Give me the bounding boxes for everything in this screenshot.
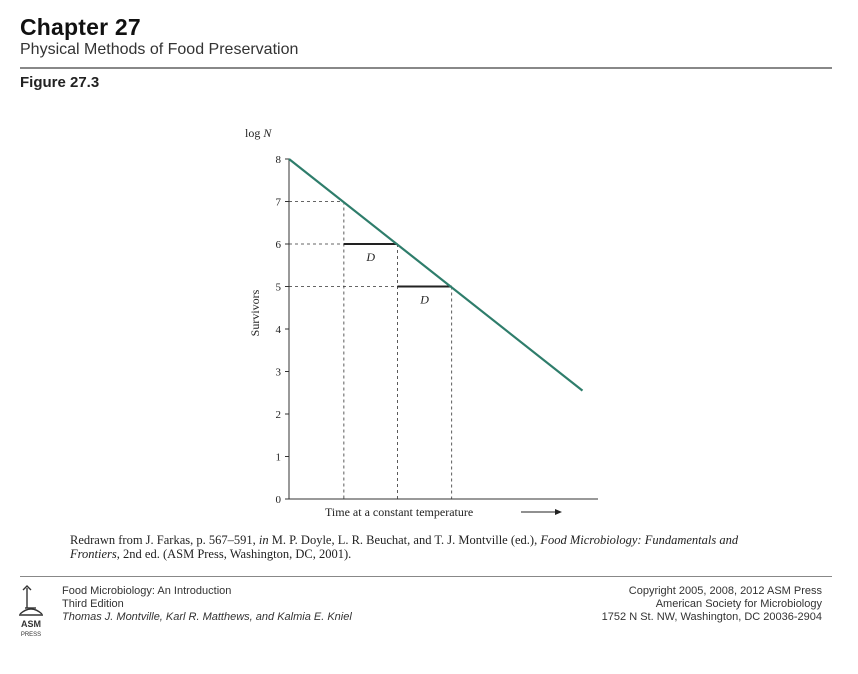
y-tick-label: 0 (276, 494, 282, 506)
book-authors: Thomas J. Montville, Karl R. Matthews, a… (62, 611, 352, 623)
y-tick-label: 1 (276, 452, 282, 464)
y-tick-label: 6 (276, 239, 282, 251)
y-tick-label: 5 (276, 282, 282, 294)
caption-text-2: M. P. Doyle, L. R. Beuchat, and T. J. Mo… (268, 533, 541, 547)
x-axis-arrow (521, 509, 562, 515)
y-axis-variable: N (262, 126, 272, 140)
copyright-text: Copyright 2005, 2008, 2012 ASM Press (628, 585, 822, 597)
figure-label: Figure 27.3 (20, 74, 100, 91)
caption-text-3: , 2nd ed. (ASM Press, Washington, DC, 20… (116, 547, 352, 561)
header-divider (20, 67, 832, 69)
chapter-title: Chapter 27 (20, 14, 141, 40)
book-title: Food Microbiology: An Introduction (62, 585, 232, 597)
society-name: American Society for Microbiology (655, 598, 822, 610)
y-axis-label: Survivors (248, 289, 262, 336)
y-tick-label: 3 (276, 367, 282, 379)
caption-text-1: Redrawn from J. Farkas, p. 567–591, (70, 533, 259, 547)
chart-axes (288, 159, 598, 500)
caption-in: in (258, 533, 269, 547)
caption-book-title: Food Microbiology: Fundamentals and Fron… (70, 533, 739, 561)
society-address: 1752 N St. NW, Washington, DC 20036-2904 (601, 611, 822, 623)
copyright-info: Copyright 2005, 2008, 2012 ASM Press Ame… (602, 585, 822, 624)
svg-text:PRESS: PRESS (21, 632, 41, 638)
footer-divider (20, 576, 832, 577)
y-tick-label: 4 (276, 324, 282, 336)
chapter-subtitle: Physical Methods of Food Preservation (20, 41, 299, 58)
book-edition: Third Edition (62, 598, 124, 610)
y-tick-label: 2 (276, 409, 282, 421)
x-axis-label: Time at a constant temperature (325, 505, 473, 519)
d-value-label: D (365, 250, 375, 264)
asm-press-logo: ASM PRESS (19, 585, 43, 638)
figure-caption: Redrawn from J. Farkas, p. 567–591, in M… (70, 533, 790, 561)
y-tick-label: 7 (276, 197, 282, 209)
book-info: Food Microbiology: An Introduction Third… (62, 585, 352, 624)
d-value-label: D (419, 293, 429, 307)
y-axis-log-text: log (245, 126, 260, 140)
y-axis-top-label: log N (245, 126, 272, 140)
y-tick-label: 8 (276, 154, 282, 166)
svg-text:ASM: ASM (21, 619, 41, 629)
survivor-series-line (288, 158, 584, 392)
